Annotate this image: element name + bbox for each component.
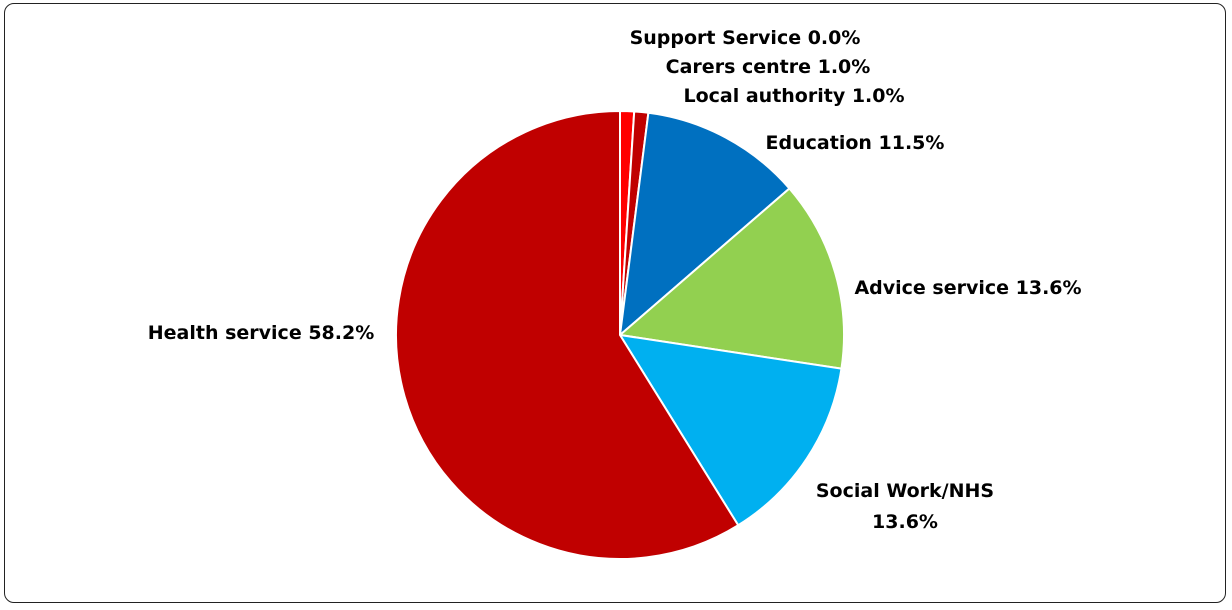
label-local-authority: Local authority 1.0% — [683, 85, 904, 107]
label-health-service: Health service 58.2% — [148, 322, 375, 344]
label-social-work-nhs-value: 13.6% — [872, 511, 938, 533]
label-support-service: Support Service 0.0% — [630, 27, 861, 49]
pie-slice-advice-service — [617, 187, 845, 370]
label-education: Education 11.5% — [766, 132, 945, 154]
pie-slice-health-service — [395, 109, 740, 560]
label-social-work-nhs: Social Work/NHS — [816, 480, 994, 502]
label-advice-service: Advice service 13.6% — [854, 277, 1081, 299]
pie-slice-education — [618, 111, 791, 338]
pie-slice-social-work-nhs — [618, 333, 843, 527]
label-carers-centre: Carers centre 1.0% — [666, 56, 871, 78]
pie-slices — [395, 109, 845, 560]
